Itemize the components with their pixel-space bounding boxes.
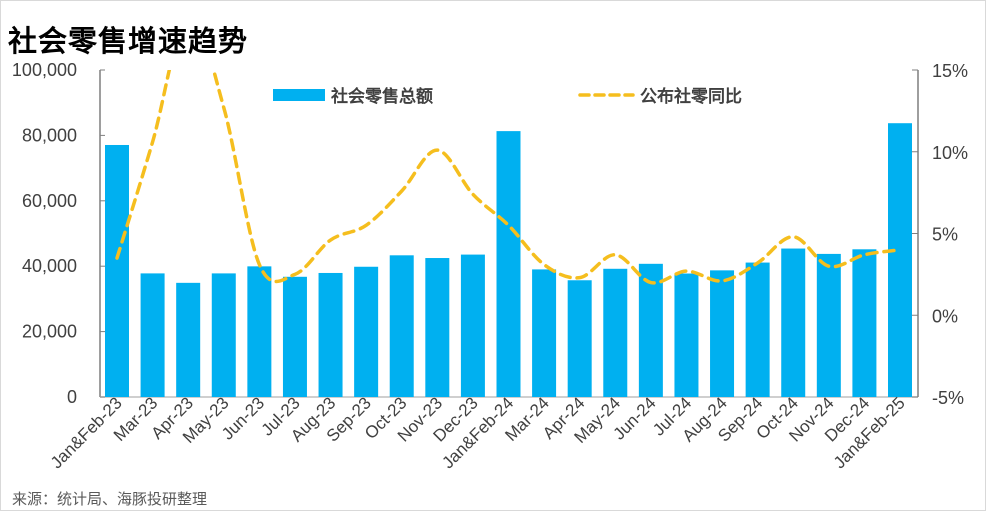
bar [710,270,735,397]
bar [211,273,236,397]
bar [425,258,450,397]
legend-line-label: 公布社零同比 [640,86,742,107]
bar [354,266,379,397]
left-tick-label: 80,000 [22,125,77,145]
bar [781,248,806,397]
left-tick-label: 100,000 [12,60,77,80]
bar [745,262,770,397]
right-tick-label: 10% [932,143,968,163]
bar [496,131,521,397]
legend-bar-swatch [273,89,325,101]
right-tick-label: 15% [932,61,968,81]
left-tick-label: 20,000 [22,322,77,342]
right-tick-label: -5% [932,388,964,408]
bar [638,263,663,397]
right-tick-label: 5% [932,225,958,245]
left-tick-label: 60,000 [22,191,77,211]
bar [389,255,414,397]
left-tick-label: 40,000 [22,256,77,276]
bar [532,269,557,397]
bar [852,249,877,397]
bar [318,272,343,397]
bar [888,123,912,397]
right-tick-label: 0% [932,306,958,326]
bar [105,144,129,397]
bar [460,254,485,397]
source-note: 来源：统计局、海豚投研整理 [12,490,208,508]
bar [282,276,307,397]
bar [603,268,628,397]
bar [176,282,201,397]
bar [140,273,165,397]
bar [816,253,841,397]
yoy-line [115,70,902,285]
bar [247,266,272,397]
chart-title: 社会零售增速趋势 [8,24,249,58]
legend-bar-label: 社会零售总额 [330,86,433,107]
bar [567,280,592,397]
left-tick-label: 0 [67,387,77,407]
bar [674,273,699,397]
